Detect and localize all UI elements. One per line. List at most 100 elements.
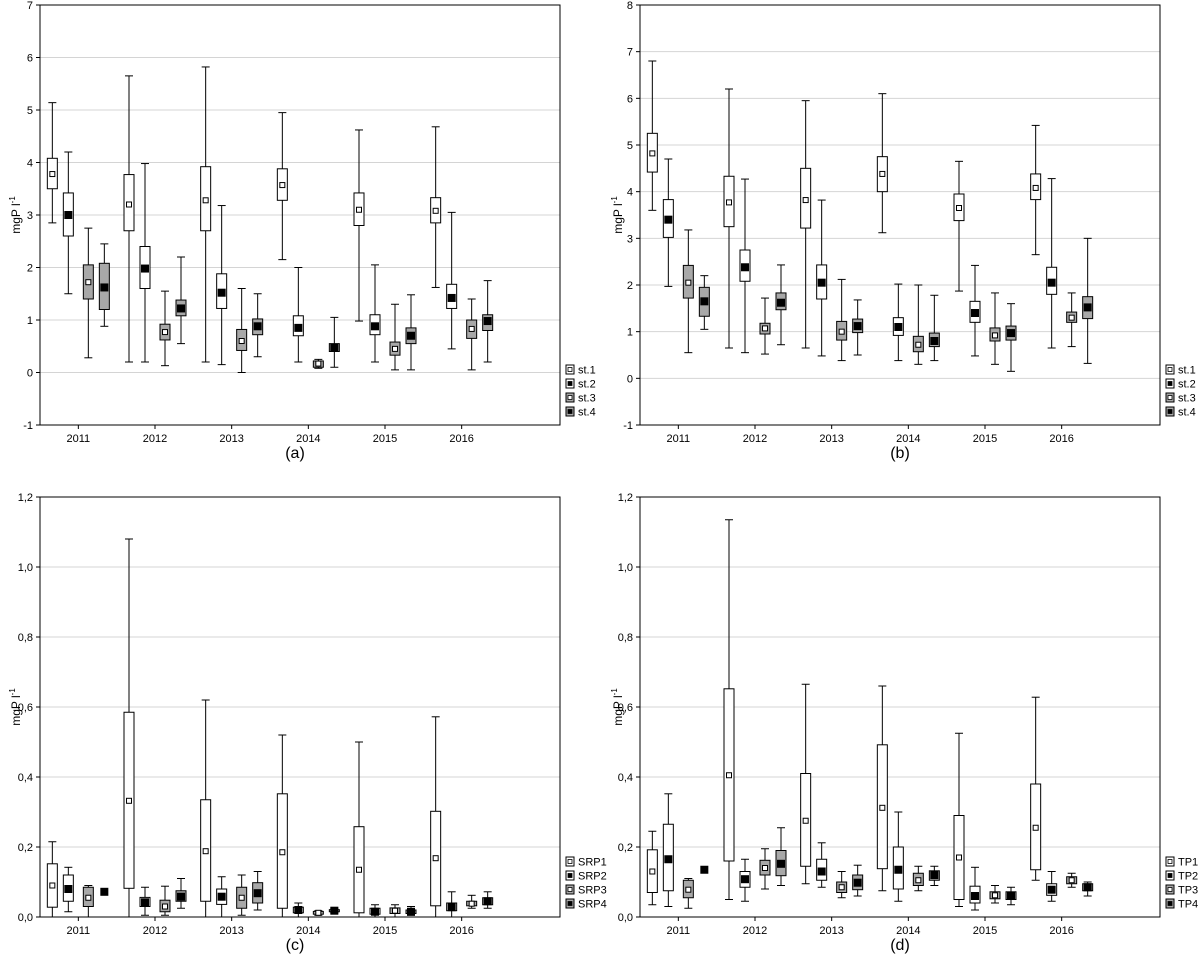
box-st.4-2012 [775,264,787,346]
panel-label: (b) [890,445,910,462]
box-st.4-2015 [405,294,417,371]
y-tick-label: 0,8 [18,632,33,644]
median-marker [915,877,922,884]
legend-entry: st.3 [578,393,596,405]
box-st.1-2011 [646,60,658,211]
y-tick-label: 1,0 [18,562,33,574]
y-tick-label: 0,2 [18,842,33,854]
box-st.4-2015 [1005,303,1017,372]
y-tick-label: 7 [627,47,633,59]
legend-entry: st.4 [1178,407,1196,419]
median-marker [853,878,862,887]
median-marker [762,325,768,332]
median-marker [279,849,286,856]
box-st.1-2012 [123,75,135,363]
box-SRP3-2012 [159,885,171,916]
legend-entry: TP2 [1178,871,1198,883]
box-st.3-2013 [236,288,248,373]
y-axis-label: mgP l-1 [610,688,625,726]
median-marker [253,322,262,331]
box-SRP4-2011 [100,887,109,896]
median-marker [468,325,475,332]
median-marker [1047,885,1056,894]
y-tick-label: 1,2 [618,492,633,504]
median-marker [100,283,109,292]
median-marker [407,331,415,340]
box-SRP1-2016 [430,716,442,918]
box-st.3-2012 [759,297,771,355]
box-st.1-2013 [800,100,812,349]
y-tick-label: 1,2 [18,492,33,504]
median-marker [202,197,209,204]
y-tick-label: 0,6 [618,702,633,714]
median-marker [956,205,962,211]
median-marker [64,211,73,219]
legend-entry: st.4 [578,407,596,419]
median-marker [649,150,656,157]
legend-marker [567,381,573,386]
median-marker [685,279,692,286]
legend-marker [1167,367,1173,372]
median-marker [726,772,732,779]
y-tick-label: 0,0 [618,912,633,924]
y-tick-label: -1 [23,420,33,432]
box-SRP4-2014 [328,906,340,915]
box-st.1-2011 [46,102,58,224]
box-st.1-2016 [430,126,442,288]
y-tick-label: 3 [27,210,33,222]
legend-entry: SRP2 [578,871,607,883]
box-st.4-2016 [1082,237,1094,364]
median-marker [294,323,303,332]
median-marker [992,332,998,339]
box-st.3-2014 [912,284,924,365]
box-SRP2-2015 [369,904,381,918]
median-marker [1068,877,1075,884]
box-TP3-2014 [912,865,924,892]
box-SRP2-2012 [139,886,151,916]
legend: TP1 TP2 TP3 TP4 [1163,853,1200,915]
legend-marker [1167,395,1173,400]
x-tick-label: 2011 [67,433,91,445]
box-TP1-2014 [876,685,888,892]
legend-marker [567,395,573,400]
plot-frame [39,4,561,426]
legend-entry: TP4 [1178,899,1198,911]
box-st.3-2015 [989,292,1001,365]
y-tick-label: 0,0 [18,912,33,924]
x-tick-label: 2015 [373,925,397,937]
panel-label: (a) [285,445,305,462]
box-st.4-2012 [175,256,187,345]
median-marker [202,848,209,855]
median-marker [879,170,886,177]
median-marker [162,903,168,910]
median-marker [392,345,398,352]
legend-marker [567,409,573,414]
box-st.2-2015 [969,264,981,357]
median-marker [1068,314,1075,321]
box-st.3-2016 [1066,292,1078,348]
median-marker [971,309,979,317]
y-tick-label: 3 [627,233,633,245]
x-tick-label: 2014 [296,433,320,445]
y-tick-label: 7 [27,0,33,12]
box-SRP3-2013 [236,874,248,916]
box-st.3-2015 [389,303,401,371]
legend: st.1 st.2 st.3 st.4 [563,361,603,423]
median-marker [685,886,692,893]
box-TP3-2016 [1066,872,1078,888]
median-marker [483,317,492,326]
box-TP3-2012 [759,848,771,890]
box-SRP1-2015 [353,741,365,918]
box-TP4-2012 [775,827,787,886]
y-tick-label: 0,4 [18,772,33,784]
box-TP2-2011 [662,793,674,907]
legend-entry: TP3 [1178,885,1198,897]
y-tick-label: 0,4 [618,772,633,784]
median-marker [853,322,862,331]
x-tick-label: 2011 [667,925,691,937]
median-marker [894,865,903,874]
x-tick-label: 2016 [1049,433,1073,445]
box-st.1-2016 [1030,124,1042,256]
y-tick-label: 1 [27,315,33,327]
median-marker [956,854,962,861]
